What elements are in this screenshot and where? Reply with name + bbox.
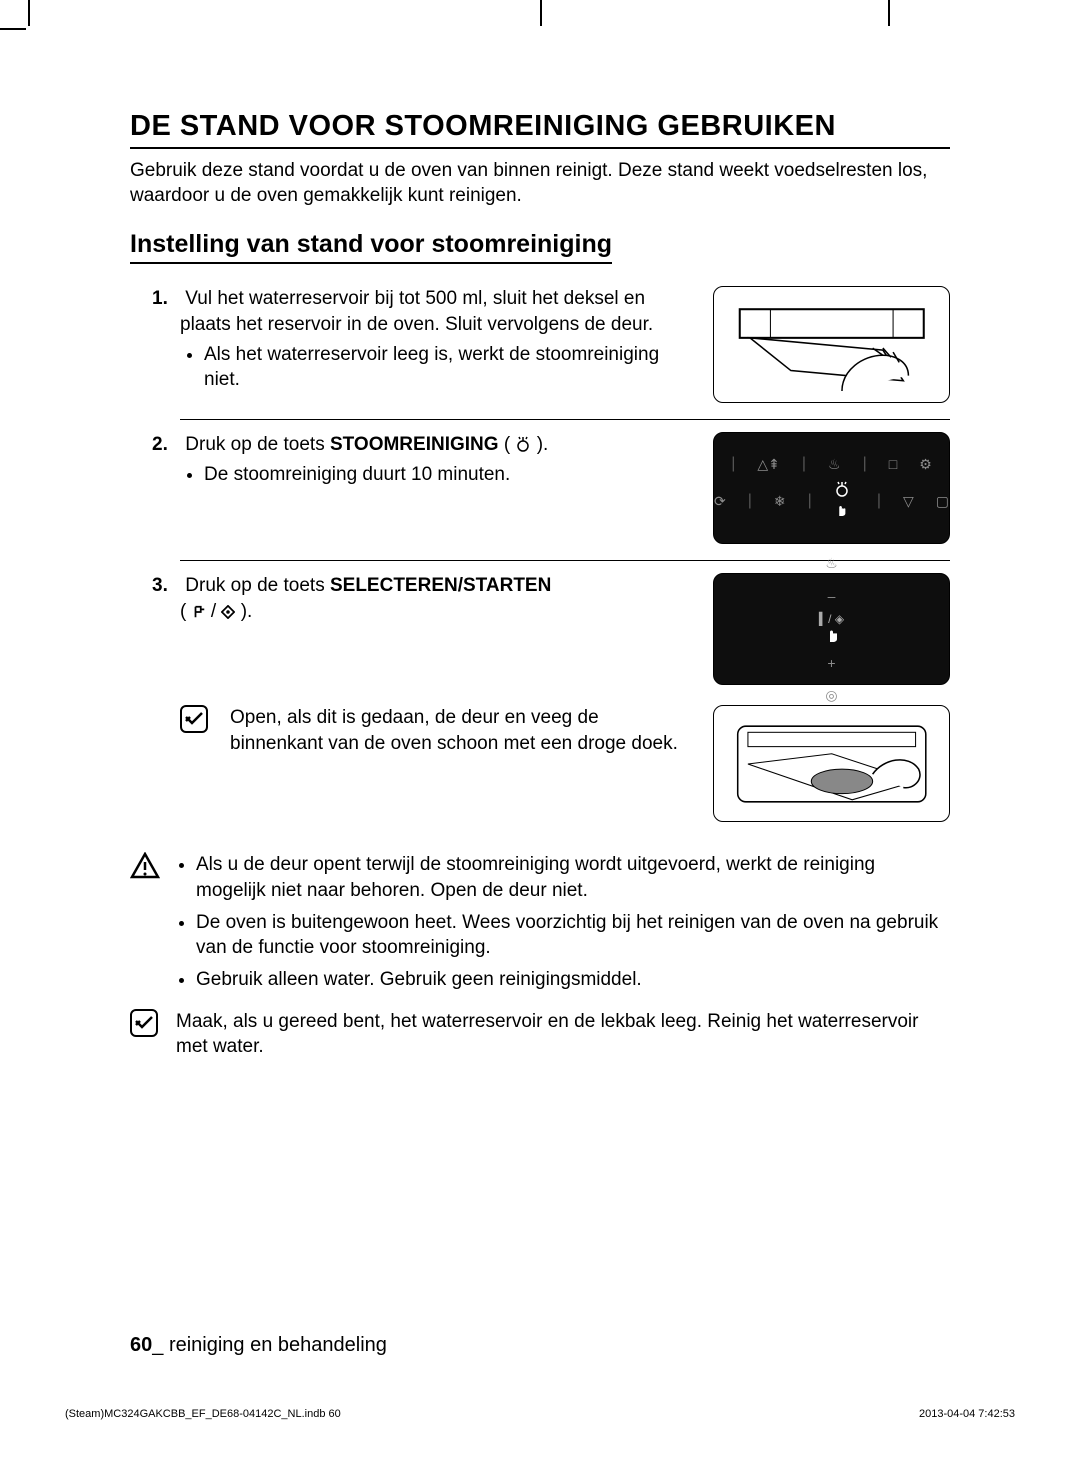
step-separator [180,419,950,420]
note-text: Maak, als u gereed bent, het waterreserv… [176,1009,950,1060]
page: DE STAND VOOR STOOMREINIGING GEBRUIKEN G… [0,0,1080,1472]
panel-icon: ▢ [936,493,949,510]
section-subtitle: Instelling van stand voor stoomreiniging [130,230,612,264]
step-lead: Druk op de toets [185,575,330,596]
select-icon [192,605,206,619]
step-number: 3. [152,573,180,599]
figure-control-panel-steam: |△⇞ |♨ |□ ⚙ ⟳| ❄ | |▽ ▢ [713,432,950,544]
step-bullet: Als het waterreservoir leeg is, werkt de… [204,342,693,393]
footer-section: reiniging en behandeling [169,1334,387,1356]
step-3: 3. Druk op de toets SELECTEREN/STARTEN (… [130,565,950,697]
step-lead: Druk op de toets [185,434,330,455]
panel-icon: ◎ [825,687,837,704]
step-1: 1. Vul het waterreservoir bij tot 500 ml… [130,278,950,415]
start-highlight: ▍/ ◈ [819,612,844,647]
panel-icon: ⚙ [919,456,932,473]
warning-item: De oven is buitengewoon heet. Wees voorz… [196,910,950,961]
step-1-text: 1. Vul het waterreservoir bij tot 500 ml… [130,286,693,393]
page-footer: 60_ reiniging en behandeling [130,1334,387,1357]
panel-icon: ❄ [774,493,786,510]
wipe-illustration [726,718,938,810]
meta-filename: (Steam)MC324GAKCBB_EF_DE68-04142C_NL.ind… [65,1408,341,1420]
page-number: 60 [130,1334,152,1356]
step-bold: STOOMREINIGING [330,434,499,455]
crop-mark [540,0,542,26]
steam-clean-highlight [834,481,855,521]
intro-paragraph: Gebruik deze stand voordat u de oven van… [130,159,950,208]
panel-row-2: ⟳| ❄ | |▽ ▢ [714,481,949,521]
warning-item: Gebruik alleen water. Gebruik geen reini… [196,967,950,993]
steam-clean-icon [515,436,531,452]
step-tail: ( [499,434,516,455]
step-body: Vul het waterreservoir bij tot 500 ml, s… [180,288,653,335]
note-icon [180,705,210,738]
warning-block: Als u de deur opent terwijl de stoomrein… [130,852,950,998]
panel-icon: ▽ [903,493,914,510]
step-number: 1. [152,286,180,312]
warning-list: Als u de deur opent terwijl de stoomrein… [196,852,950,998]
note-wipe: Open, als dit is gedaan, de deur en veeg… [180,697,950,834]
panel-icon: □ [889,456,897,472]
panel-row-1: |△⇞ |♨ |□ ⚙ [731,455,932,473]
crop-mark [28,0,30,26]
step-bullet: De stoomreiniging duurt 10 minuten. [204,462,693,488]
print-metadata: (Steam)MC324GAKCBB_EF_DE68-04142C_NL.ind… [65,1408,1015,1420]
step-number: 2. [152,432,180,458]
step-2: 2. Druk op de toets STOOMREINIGING ( ). … [130,424,950,556]
note-empty-reservoir: Maak, als u gereed bent, het waterreserv… [130,1009,950,1060]
hand-press-icon [834,502,848,516]
step-3-text: 3. Druk op de toets SELECTEREN/STARTEN (… [130,573,693,624]
note-icon [130,1009,160,1045]
reservoir-illustration [726,299,938,391]
meta-timestamp: 2013-04-04 7:42:53 [919,1408,1015,1420]
step-bold: SELECTEREN/STARTEN [330,575,551,596]
panel-icon: △⇞ [757,456,780,473]
warning-icon [130,852,160,888]
step-icons-open: ( [180,601,192,622]
step-tail-close: ). [531,434,548,455]
figure-control-panel-start: ♨ – ▍/ ◈ + ◎ [713,573,950,685]
note-text: Open, als dit is gedaan, de deur en veeg… [230,705,693,756]
warning-item: Als u de deur opent terwijl de stoomrein… [196,852,950,903]
crop-mark [888,0,890,26]
page-title: DE STAND VOOR STOOMREINIGING GEBRUIKEN [130,110,950,149]
figure-insert-reservoir [713,286,950,403]
start-icon [221,605,235,619]
step-2-text: 2. Druk op de toets STOOMREINIGING ( ). … [130,432,693,487]
crop-mark [0,28,26,30]
step-icons-close: ). [235,601,252,622]
figure-wipe-oven [713,705,950,822]
panel-icon: ♨ [825,555,838,572]
panel-icon: ♨ [828,456,841,473]
hand-press-icon [824,626,840,642]
